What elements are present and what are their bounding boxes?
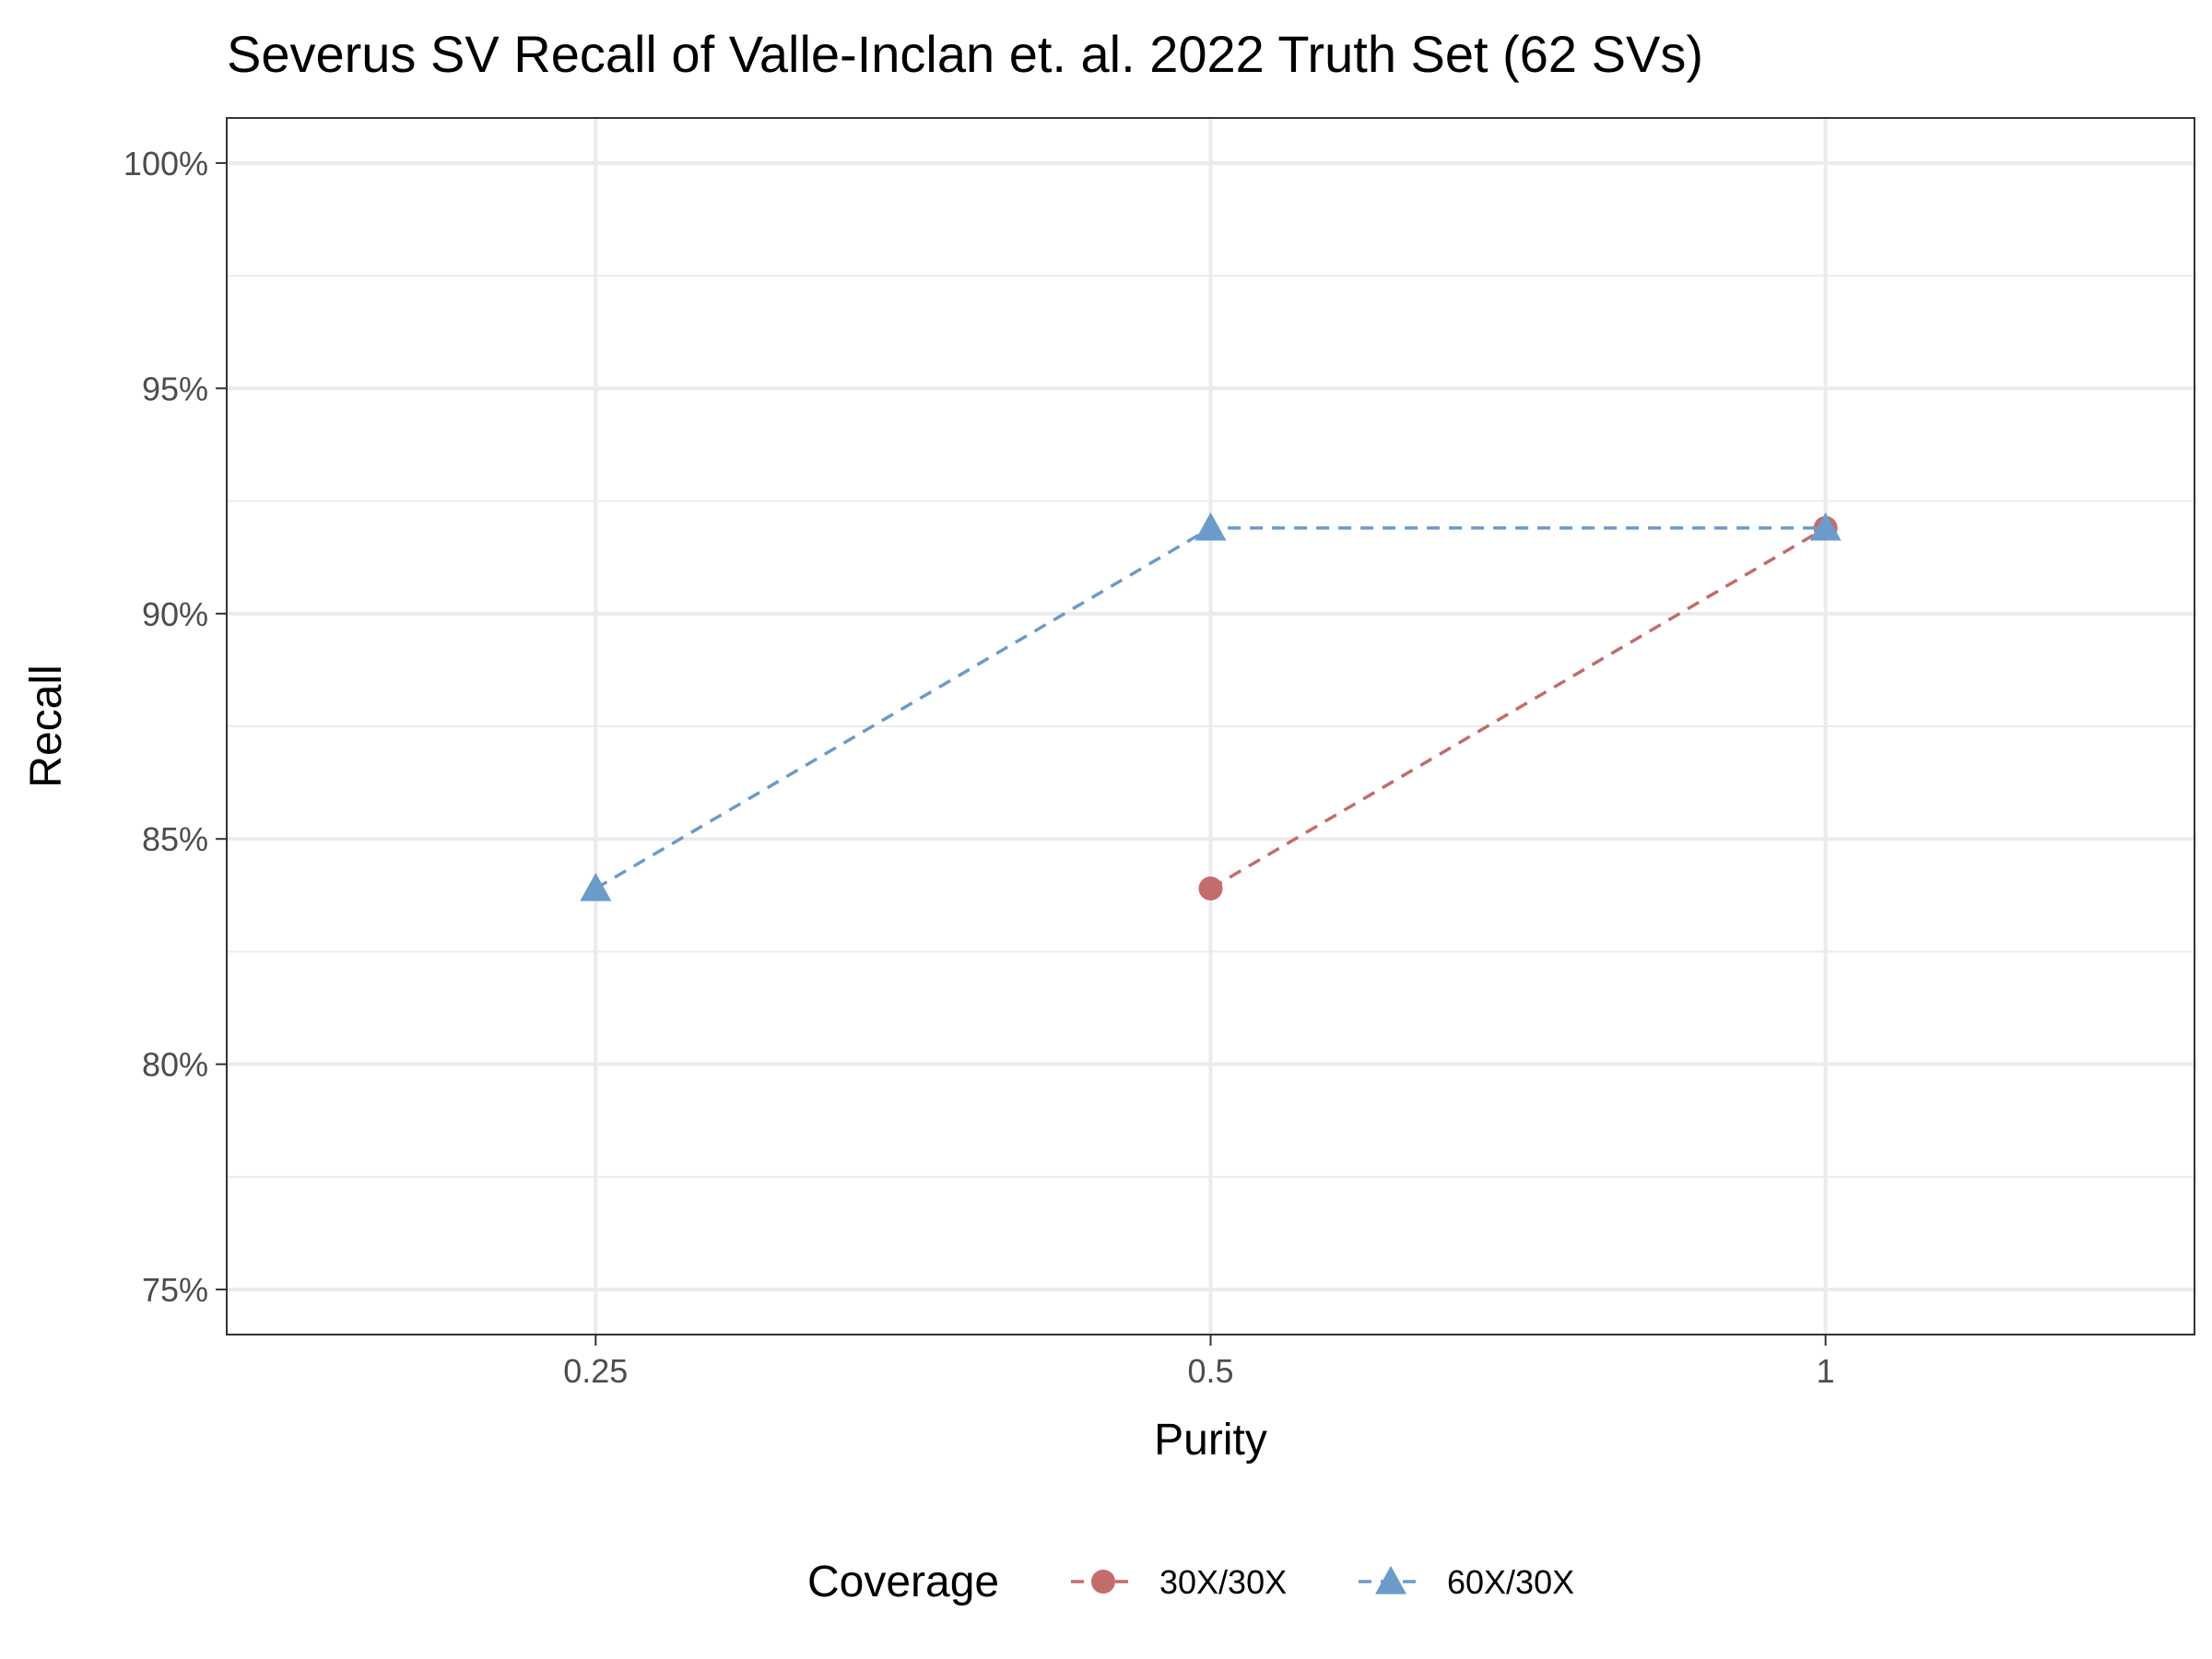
data-point bbox=[580, 873, 612, 901]
series-layer bbox=[580, 512, 1841, 901]
y-tick-label: 85% bbox=[142, 820, 208, 858]
legend-item: 60X/30X bbox=[1359, 1563, 1574, 1601]
legend-title: Coverage bbox=[807, 1558, 999, 1606]
legend-key-marker bbox=[1375, 1566, 1406, 1594]
y-tick-label: 80% bbox=[142, 1046, 208, 1084]
legend-key-marker bbox=[1091, 1570, 1115, 1594]
legend-label: 60X/30X bbox=[1447, 1563, 1574, 1601]
legend: Coverage 30X/30X 60X/30X bbox=[807, 1558, 1574, 1606]
axes: 75% 80% 85% 90% 95% 100% 0.25 0.5 1 bbox=[124, 145, 1835, 1390]
y-tick-label: 95% bbox=[142, 370, 208, 407]
x-axis-title: Purity bbox=[1154, 1416, 1267, 1465]
legend-label: 30X/30X bbox=[1159, 1563, 1287, 1601]
y-tick-label: 90% bbox=[142, 595, 208, 633]
x-tick-label: 0.25 bbox=[563, 1352, 628, 1390]
chart-title: Severus SV Recall of Valle-Inclan et. al… bbox=[227, 25, 1703, 83]
series-line bbox=[1209, 526, 1827, 890]
series-60x-30x bbox=[580, 512, 1841, 901]
legend-item: 30X/30X bbox=[1071, 1563, 1287, 1601]
y-tick-label: 75% bbox=[142, 1271, 208, 1309]
grid-lines bbox=[227, 118, 2194, 1335]
y-tick-label: 100% bbox=[124, 145, 208, 182]
x-tick-label: 1 bbox=[1817, 1352, 1835, 1390]
data-point bbox=[1809, 512, 1841, 541]
y-axis-title: Recall bbox=[22, 665, 71, 787]
data-point bbox=[1198, 877, 1223, 900]
data-point bbox=[1194, 512, 1227, 541]
x-tick-label: 0.5 bbox=[1187, 1352, 1233, 1390]
